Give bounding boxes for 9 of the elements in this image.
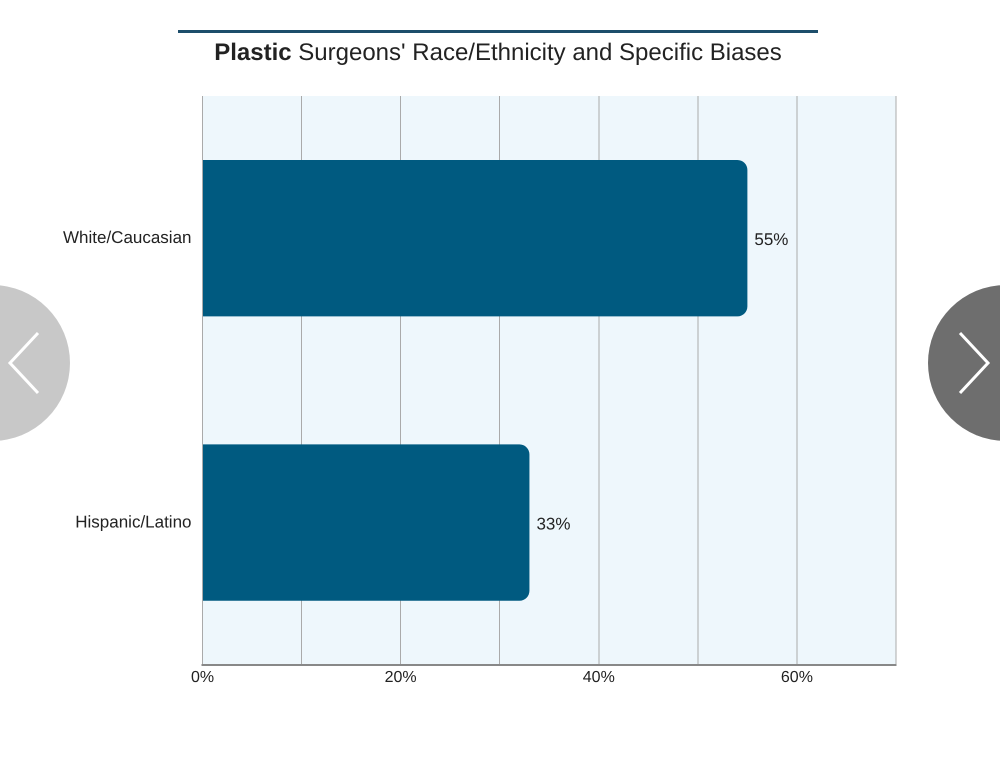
x-tick-label: 60% <box>780 668 813 686</box>
y-tick-label: Hispanic/Latino <box>75 512 192 532</box>
data-label: 33% <box>536 514 570 534</box>
x-tick-label: 40% <box>582 668 615 686</box>
chart-title: Plastic Surgeons' Race/Ethnicity and Specific Biases <box>178 30 818 67</box>
x-tick-label: 20% <box>384 668 417 686</box>
x-tick-label: 0% <box>190 668 214 686</box>
y-tick-label: White/Caucasian <box>62 228 192 247</box>
data-label: 55% <box>754 230 788 249</box>
